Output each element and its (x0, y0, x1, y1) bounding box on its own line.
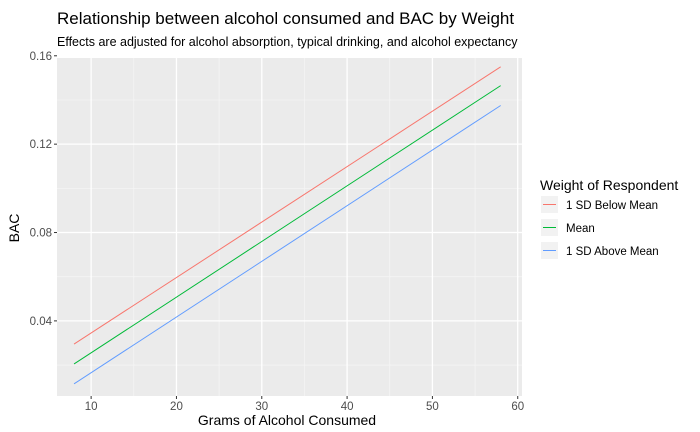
x-tick-label: 50 (426, 401, 439, 413)
x-tick-label: 20 (170, 401, 183, 413)
series-line-0 (73, 66, 501, 345)
legend-label-2: 1 SD Above Mean (566, 246, 659, 258)
legend-label-0: 1 SD Below Mean (566, 200, 658, 212)
y-tick-label: 0.12 (30, 139, 52, 151)
x-axis: 10 20 30 40 50 60 (85, 396, 524, 413)
x-tick-label: 40 (341, 401, 354, 413)
legend-label-1: Mean (566, 223, 595, 235)
y-axis: 0.04 0.08 0.12 0.16 (30, 51, 57, 328)
y-tick-label: 0.04 (30, 316, 53, 328)
x-axis-title: Grams of Alcohol Consumed (198, 412, 376, 428)
x-tick-label: 30 (255, 401, 268, 413)
chart-subtitle: Effects are adjusted for alcohol absorpt… (57, 35, 518, 49)
y-tick-label: 0.16 (30, 51, 52, 63)
plot-panel (57, 58, 522, 396)
series-line-2 (73, 105, 501, 385)
series-line-1 (73, 85, 501, 365)
legend-title: Weight of Respondent (540, 177, 678, 193)
x-tick-label: 60 (511, 401, 524, 413)
x-tick-label: 10 (85, 401, 98, 413)
series-lines (73, 66, 501, 385)
major-gridlines (57, 55, 522, 396)
chart-title: Relationship between alcohol consumed an… (57, 9, 514, 28)
y-axis-title: BAC (6, 214, 22, 243)
legend: Weight of Respondent 1 SD Below Mean Mean… (540, 177, 678, 259)
y-tick-label: 0.08 (30, 228, 52, 240)
minor-gridlines (57, 58, 522, 396)
